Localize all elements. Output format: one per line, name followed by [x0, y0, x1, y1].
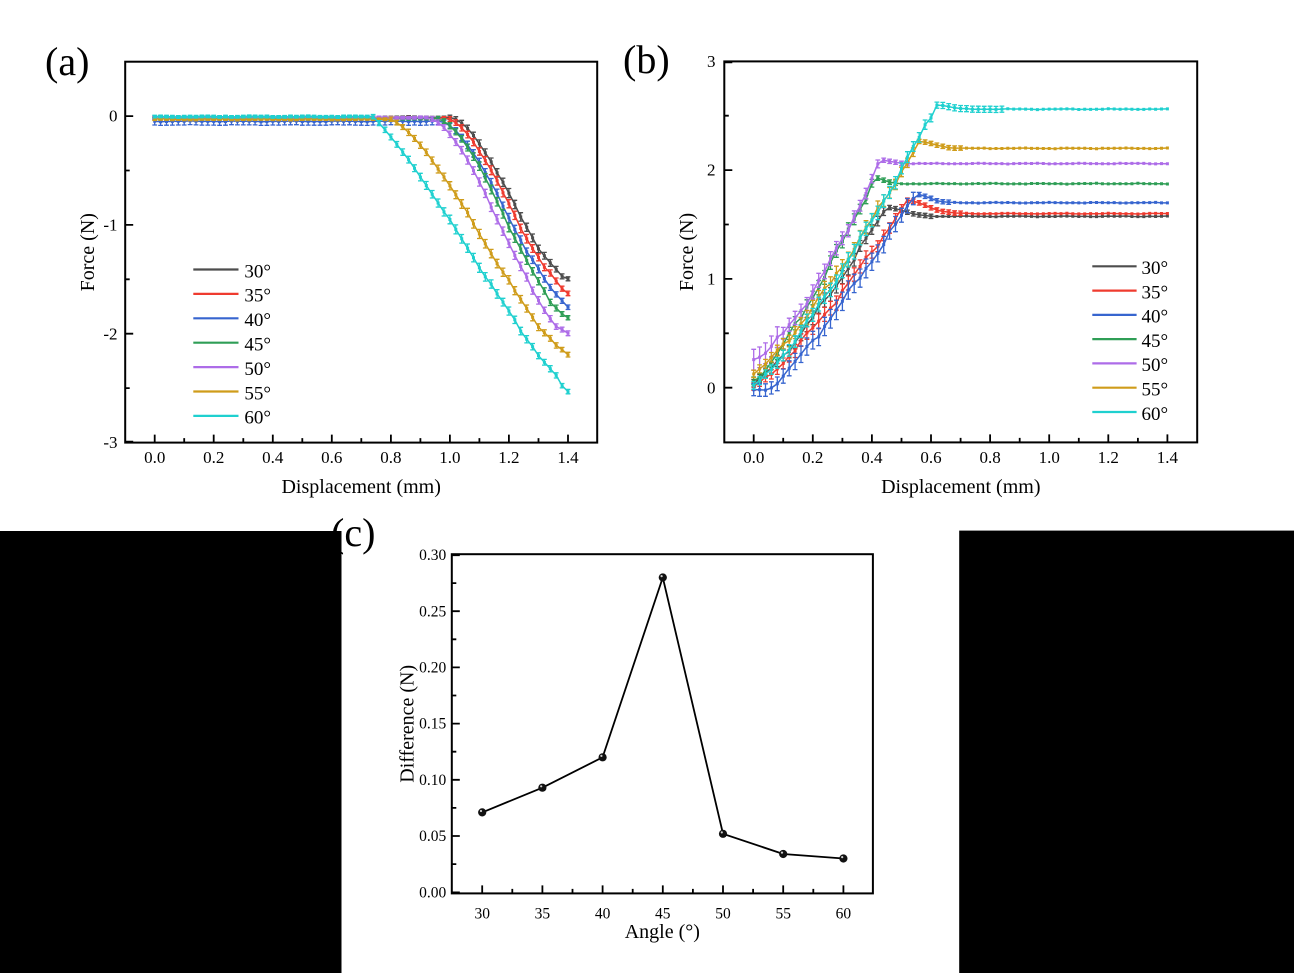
svg-text:0.30: 0.30 — [419, 547, 446, 564]
svg-text:Displacement (mm): Displacement (mm) — [881, 476, 1040, 498]
svg-text:0.6: 0.6 — [920, 448, 941, 467]
svg-text:0.10: 0.10 — [419, 772, 446, 789]
svg-text:40°: 40° — [244, 310, 271, 331]
svg-text:Difference (N): Difference (N) — [397, 665, 419, 783]
svg-text:0.8: 0.8 — [380, 448, 401, 467]
svg-text:-2: -2 — [103, 324, 117, 343]
svg-text:1.0: 1.0 — [439, 448, 460, 467]
svg-text:0.25: 0.25 — [419, 603, 446, 620]
svg-text:0.2: 0.2 — [203, 448, 224, 467]
svg-text:1.2: 1.2 — [1098, 448, 1119, 467]
svg-text:0.8: 0.8 — [979, 448, 1000, 467]
svg-text:50°: 50° — [244, 359, 271, 380]
svg-text:0.4: 0.4 — [262, 448, 284, 467]
svg-text:Displacement (mm): Displacement (mm) — [281, 476, 440, 498]
svg-text:35°: 35° — [244, 286, 271, 307]
svg-text:30°: 30° — [1142, 258, 1169, 279]
svg-text:(c): (c) — [331, 510, 375, 555]
svg-text:35: 35 — [535, 906, 551, 923]
svg-text:-3: -3 — [103, 433, 117, 452]
svg-text:50: 50 — [715, 906, 731, 923]
svg-text:1.2: 1.2 — [498, 448, 519, 467]
svg-text:55: 55 — [775, 906, 791, 923]
svg-text:45°: 45° — [244, 335, 271, 356]
svg-text:0.05: 0.05 — [419, 828, 446, 845]
svg-text:-1: -1 — [103, 216, 117, 235]
svg-text:0.6: 0.6 — [321, 448, 342, 467]
svg-text:45: 45 — [655, 906, 671, 923]
svg-text:0.4: 0.4 — [861, 448, 883, 467]
svg-text:0.0: 0.0 — [144, 448, 165, 467]
svg-text:55°: 55° — [1142, 380, 1169, 401]
svg-text:2: 2 — [707, 161, 716, 180]
svg-text:1.4: 1.4 — [1157, 448, 1179, 467]
svg-text:0.00: 0.00 — [419, 884, 446, 901]
svg-text:0.15: 0.15 — [419, 716, 446, 733]
svg-text:0.0: 0.0 — [743, 448, 764, 467]
svg-text:Force (N): Force (N) — [676, 213, 698, 291]
svg-text:60°: 60° — [244, 408, 271, 429]
svg-text:Force (N): Force (N) — [77, 213, 99, 291]
svg-text:1: 1 — [707, 270, 716, 289]
svg-text:0: 0 — [109, 107, 118, 126]
svg-text:(a): (a) — [45, 39, 89, 84]
svg-text:45°: 45° — [1142, 331, 1169, 352]
svg-text:30: 30 — [474, 906, 490, 923]
svg-text:50°: 50° — [1142, 355, 1169, 376]
svg-text:(b): (b) — [623, 37, 670, 82]
svg-text:30°: 30° — [244, 261, 271, 282]
svg-text:1.4: 1.4 — [557, 448, 579, 467]
svg-text:35°: 35° — [1142, 282, 1169, 303]
svg-text:0.20: 0.20 — [419, 660, 446, 677]
svg-text:1.0: 1.0 — [1039, 448, 1060, 467]
svg-text:Angle (°): Angle (°) — [625, 921, 700, 943]
svg-text:0: 0 — [707, 378, 716, 397]
svg-text:55°: 55° — [244, 383, 271, 404]
svg-text:3: 3 — [707, 52, 716, 71]
svg-text:40: 40 — [595, 906, 611, 923]
svg-text:0.2: 0.2 — [802, 448, 823, 467]
svg-text:60°: 60° — [1142, 404, 1169, 425]
svg-text:60: 60 — [836, 906, 852, 923]
svg-text:40°: 40° — [1142, 307, 1169, 328]
